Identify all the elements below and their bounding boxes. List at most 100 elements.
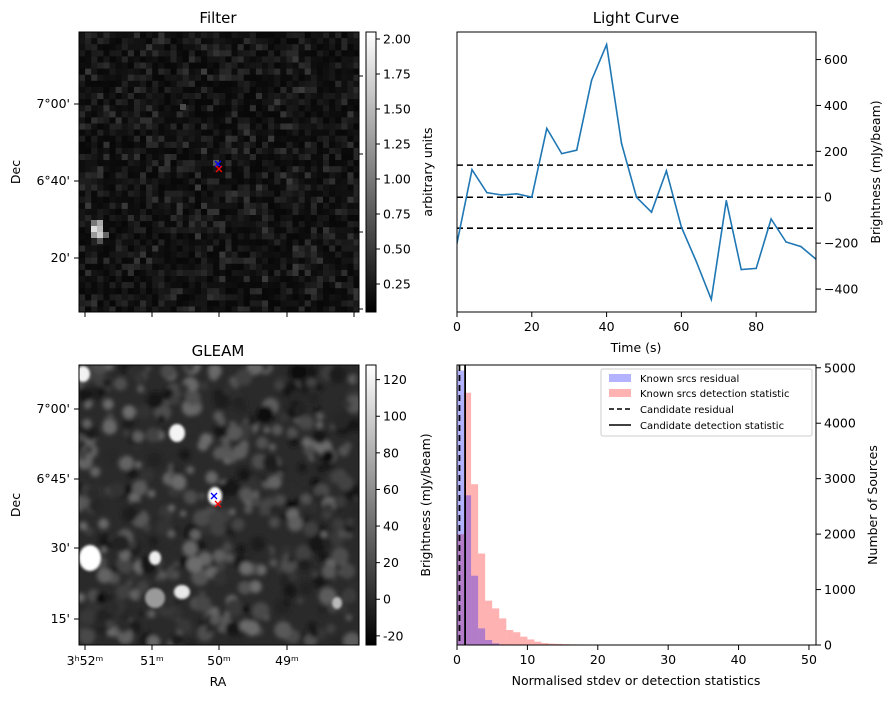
filter-pixel xyxy=(146,246,152,252)
filter-pixel xyxy=(164,154,170,160)
colorbar-tick-label: 80 xyxy=(383,445,399,460)
filter-pixel xyxy=(134,233,140,239)
filter-pixel xyxy=(317,130,323,136)
filter-pixel xyxy=(219,203,225,209)
filter-pixel xyxy=(134,154,140,160)
filter-pixel xyxy=(329,264,335,270)
filter-pixel xyxy=(97,258,103,264)
filter-pixel xyxy=(323,117,329,123)
filter-pixel xyxy=(329,288,335,294)
filter-pixel xyxy=(347,124,353,130)
gleam-texture-blob xyxy=(287,427,298,438)
gleam-texture-blob xyxy=(276,471,283,478)
filter-pixel xyxy=(152,160,158,166)
filter-pixel xyxy=(171,75,177,81)
filter-pixel xyxy=(146,32,152,38)
histogram-xtick-label: 10 xyxy=(519,652,535,667)
filter-pixel xyxy=(347,69,353,75)
filter-pixel xyxy=(91,246,97,252)
filter-pixel xyxy=(97,142,103,148)
filter-pixel xyxy=(311,32,317,38)
filter-pixel xyxy=(97,32,103,38)
filter-pixel xyxy=(195,233,201,239)
filter-pixel xyxy=(256,185,262,191)
filter-pixel xyxy=(323,130,329,136)
filter-pixel xyxy=(268,44,274,50)
filter-pixel xyxy=(152,32,158,38)
filter-pixel xyxy=(299,203,305,209)
filter-pixel xyxy=(347,166,353,172)
filter-pixel xyxy=(238,154,244,160)
filter-pixel xyxy=(85,215,91,221)
filter-pixel xyxy=(268,136,274,142)
filter-pixel xyxy=(152,154,158,160)
filter-pixel xyxy=(347,197,353,203)
gleam-texture-blob xyxy=(276,495,286,505)
filter-pixel xyxy=(323,93,329,99)
filter-pixel xyxy=(299,294,305,300)
filter-pixel xyxy=(317,136,323,142)
filter-pixel xyxy=(311,166,317,172)
filter-pixel xyxy=(195,99,201,105)
filter-pixel xyxy=(91,166,97,172)
gleam-texture-blob xyxy=(122,507,137,522)
filter-pixel xyxy=(317,69,323,75)
filter-pixel xyxy=(110,75,116,81)
filter-pixel xyxy=(219,148,225,154)
filter-pixel xyxy=(146,276,152,282)
filter-pixel xyxy=(305,130,311,136)
filter-pixel xyxy=(293,93,299,99)
gleam-texture-blob xyxy=(337,489,343,495)
filter-pixel xyxy=(311,142,317,148)
filter-pixel xyxy=(293,105,299,111)
filter-pixel xyxy=(323,38,329,44)
filter-pixel xyxy=(183,270,189,276)
filter-pixel xyxy=(268,117,274,123)
filter-pixel xyxy=(134,111,140,117)
filter-pixel xyxy=(232,172,238,178)
filter-pixel xyxy=(171,294,177,300)
filter-pixel xyxy=(347,142,353,148)
filter-pixel xyxy=(171,38,177,44)
gleam-texture-blob xyxy=(329,366,347,384)
filter-pixel xyxy=(293,50,299,56)
filter-pixel xyxy=(274,111,280,117)
filter-pixel xyxy=(116,81,122,87)
lightcurve-xtick-label: 0 xyxy=(453,319,461,334)
filter-pixel xyxy=(238,99,244,105)
filter-pixel xyxy=(177,203,183,209)
filter-pixel xyxy=(91,239,97,245)
filter-pixel xyxy=(341,172,347,178)
filter-pixel xyxy=(225,87,231,93)
filter-pixel xyxy=(323,81,329,87)
filter-pixel xyxy=(225,99,231,105)
filter-pixel xyxy=(140,294,146,300)
filter-pixel xyxy=(213,93,219,99)
filter-pixel xyxy=(79,221,85,227)
filter-pixel xyxy=(195,160,201,166)
filter-pixel xyxy=(207,142,213,148)
filter-pixel xyxy=(177,124,183,130)
filter-pixel xyxy=(128,117,134,123)
filter-pixel xyxy=(250,209,256,215)
filter-pixel xyxy=(293,178,299,184)
filter-pixel xyxy=(128,191,134,197)
filter-pixel xyxy=(323,227,329,233)
filter-pixel xyxy=(225,63,231,69)
filter-pixel xyxy=(158,148,164,154)
filter-pixel xyxy=(91,81,97,87)
filter-pixel xyxy=(189,252,195,258)
filter-pixel xyxy=(164,197,170,203)
filter-pixel xyxy=(110,270,116,276)
filter-pixel xyxy=(250,233,256,239)
filter-pixel xyxy=(256,148,262,154)
gleam-texture-blob xyxy=(299,581,313,595)
filter-pixel xyxy=(158,105,164,111)
filter-pixel xyxy=(152,258,158,264)
filter-pixel xyxy=(128,172,134,178)
gleam-texture-blob xyxy=(170,395,181,406)
filter-pixel xyxy=(189,99,195,105)
filter-pixel xyxy=(201,56,207,62)
filter-pixel xyxy=(207,136,213,142)
filter-pixel xyxy=(335,32,341,38)
